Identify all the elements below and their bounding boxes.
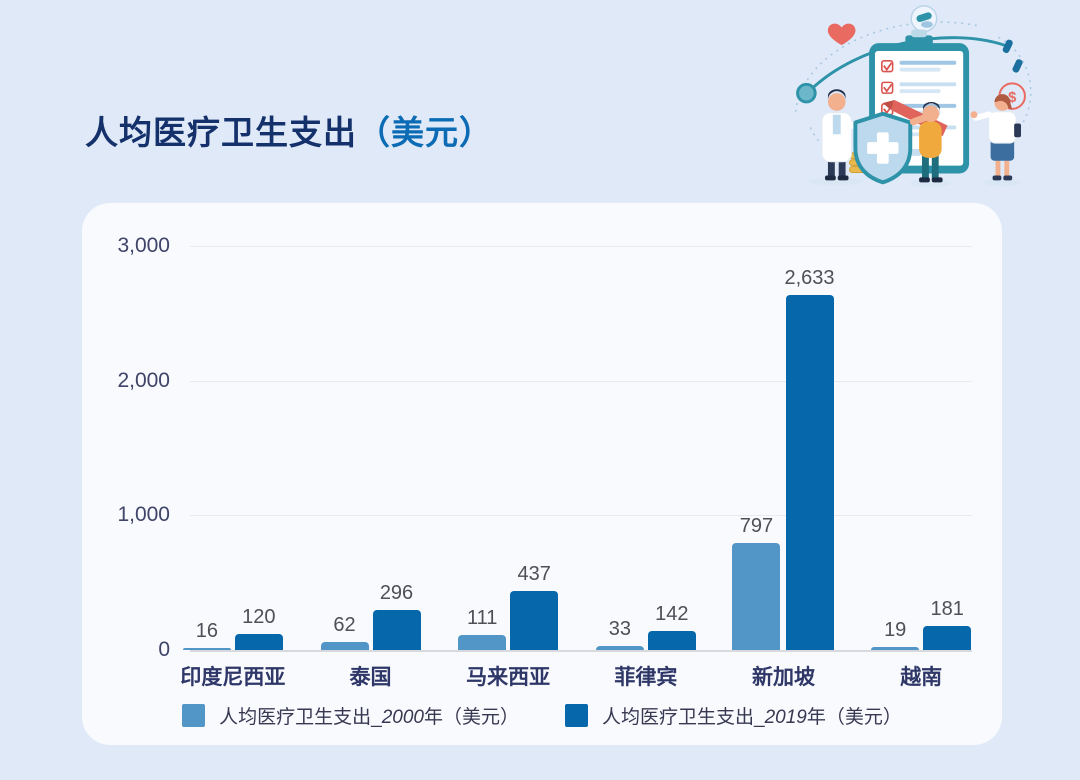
bar-column: 120 <box>234 605 283 650</box>
category-label: 泰国 <box>349 666 392 689</box>
value-label: 33 <box>608 617 631 640</box>
legend-item: 人均医疗卫生支出_2019年（美元） <box>565 702 902 729</box>
category-label: 新加坡 <box>752 666 816 689</box>
gridline <box>190 515 972 517</box>
chart-card: 3,000 2,000 1,000 0 16 120 62 296 111 437 33 142 79… <box>82 203 1002 745</box>
bar-group: 33 142 <box>577 246 715 650</box>
page-title-main: 人均医疗卫生支出 <box>85 114 357 152</box>
page-title-unit: （美元） <box>357 114 493 152</box>
bar-chart: 16 120 62 296 111 437 33 142 797 2,633 19 181 <box>164 246 990 650</box>
category-label: 马来西亚 <box>466 666 551 689</box>
category-label: 越南 <box>900 666 943 689</box>
bar-group: 111 437 <box>439 246 577 650</box>
category-axis: 印度尼西亚 泰国 马来西亚 菲律宾 新加坡 越南 <box>164 661 990 691</box>
bar-group: 62 296 <box>302 246 440 650</box>
y-tick-label: 2,000 <box>117 368 170 392</box>
legend-label: 人均医疗卫生支出_2000年（美元） <box>219 707 519 728</box>
bar-column: 62 <box>320 613 369 650</box>
gridline <box>190 246 972 247</box>
page-title: 人均医疗卫生支出（美元） <box>85 106 493 154</box>
value-label: 16 <box>195 619 218 642</box>
bar <box>923 625 972 650</box>
gridline <box>190 380 972 382</box>
bar <box>595 645 644 650</box>
bar <box>182 647 231 650</box>
bar <box>732 542 781 650</box>
value-label: 120 <box>242 605 276 628</box>
bar-column: 19 <box>871 619 920 650</box>
value-label: 62 <box>333 613 356 636</box>
bar <box>372 610 421 650</box>
value-label: 142 <box>655 602 689 625</box>
bar-column: 111 <box>458 607 507 650</box>
y-tick-label: 3,000 <box>117 234 170 257</box>
legend-swatch <box>182 704 206 727</box>
value-label: 111 <box>466 607 498 630</box>
bar-column: 797 <box>732 514 781 650</box>
bar <box>647 630 696 650</box>
bar-column: 142 <box>647 602 696 650</box>
man-with-pen-figure <box>882 100 952 188</box>
value-label: 2,633 <box>784 267 835 290</box>
category-label: 菲律宾 <box>614 666 678 689</box>
bar <box>320 641 369 650</box>
bar <box>510 591 559 650</box>
value-label: 296 <box>379 582 414 605</box>
bar-group: 797 2,633 <box>715 246 853 650</box>
bar-column: 296 <box>372 582 421 650</box>
category-label: 印度尼西亚 <box>180 666 286 689</box>
bar-column: 181 <box>923 597 972 650</box>
pills-icon <box>910 5 938 33</box>
stethoscope-icon <box>808 36 1006 92</box>
heart-icon <box>827 23 856 46</box>
value-label: 437 <box>517 563 551 586</box>
bar <box>234 633 283 650</box>
woman-doctor-figure <box>970 94 1021 187</box>
y-tick-label: 0 <box>158 638 170 661</box>
shield-icon <box>853 111 913 185</box>
x-axis-line <box>190 650 972 652</box>
bar-column: 2,633 <box>784 267 835 650</box>
chart-legend: 人均医疗卫生支出_2000年（美元） 人均医疗卫生支出_2019年（美元） <box>82 702 1002 729</box>
bar-group: 16 120 <box>164 246 302 650</box>
bar <box>785 295 834 650</box>
legend-item: 人均医疗卫生支出_2000年（美元） <box>182 702 519 729</box>
legend-label: 人均医疗卫生支出_2019年（美元） <box>602 707 902 728</box>
value-label: 797 <box>739 514 774 537</box>
y-tick-label: 1,000 <box>117 503 170 527</box>
bar-group: 19 181 <box>852 246 990 650</box>
bar-column: 16 <box>182 619 231 650</box>
bar-column: 437 <box>510 563 559 650</box>
bar <box>871 647 920 650</box>
bar <box>458 635 507 650</box>
value-label: 19 <box>884 619 907 642</box>
value-label: 181 <box>930 597 964 620</box>
legend-swatch <box>565 704 588 727</box>
svg-text:$: $ <box>1008 90 1016 106</box>
medical-illustration: $ <box>794 5 1032 188</box>
bar-column: 33 <box>595 617 644 650</box>
